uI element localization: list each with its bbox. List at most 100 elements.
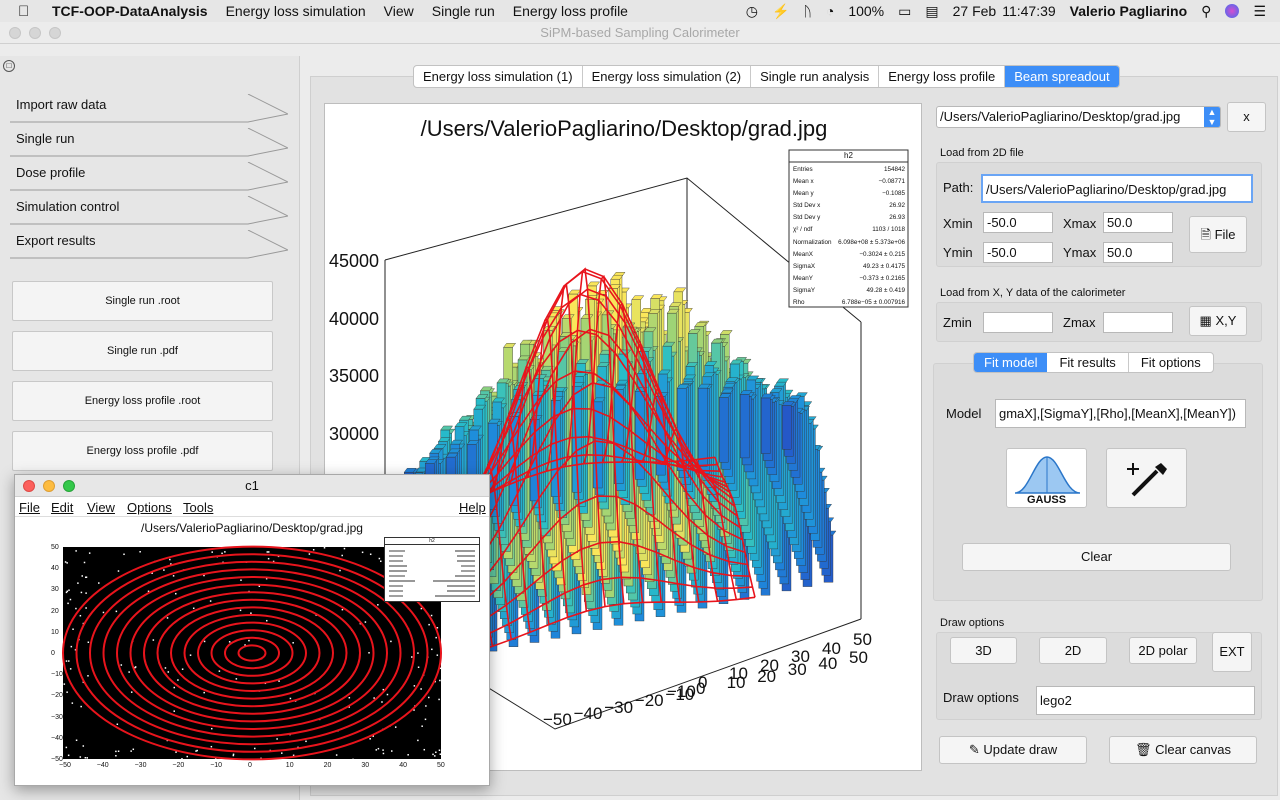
ext-button[interactable]: EXT <box>1212 632 1252 672</box>
contour-speck <box>85 757 87 759</box>
c1-menu-options[interactable]: Options <box>127 500 172 515</box>
stats-row-value: 154842 <box>884 164 905 176</box>
c1-x-tick: 50 <box>437 762 445 769</box>
clear-canvas-button[interactable]: 🗑 Clear canvas <box>1109 736 1257 764</box>
model-input[interactable]: gmaX],[SigmaY],[Rho],[MeanX],[MeanY]) <box>995 399 1246 428</box>
bluetooth-icon[interactable]: ᚢ <box>803 3 811 19</box>
ymin-input[interactable]: -50.0 <box>983 242 1053 263</box>
zmin-input[interactable] <box>983 312 1053 333</box>
c1-menu-tools[interactable]: Tools <box>183 500 213 515</box>
contour-speck <box>309 553 311 555</box>
file-select[interactable]: /Users/ValerioPagliarino/Desktop/grad.jp… <box>936 106 1221 128</box>
zmax-input[interactable] <box>1103 312 1173 333</box>
nav-export-results[interactable]: Export results <box>10 230 288 260</box>
c1-window[interactable]: c1 File Edit View Options Tools Help /Us… <box>14 474 490 786</box>
nav-import-raw-data[interactable]: Import raw data <box>10 94 288 124</box>
zmax-label: Zmax <box>1063 315 1096 330</box>
tab-energy-loss-profile[interactable]: Energy loss profile <box>879 66 1005 87</box>
minimize-window-button[interactable] <box>29 27 41 39</box>
c1-menu-view[interactable]: View <box>87 500 115 515</box>
tab-fit-options[interactable]: Fit options <box>1129 353 1213 372</box>
close-window-button[interactable] <box>9 27 21 39</box>
contour-speck <box>281 752 283 754</box>
stats-row-value: −0.08771 <box>879 176 905 188</box>
file-button[interactable]: 🗎 File <box>1189 216 1247 253</box>
battery-percent[interactable]: 100% <box>848 3 884 19</box>
contour-speck <box>236 678 238 680</box>
close-file-button[interactable]: x <box>1227 102 1266 132</box>
stats-row-value: 6.098e+08 ± 5.373e+06 <box>838 237 905 249</box>
tab-fit-results[interactable]: Fit results <box>1047 353 1128 372</box>
formula-editor-button[interactable] <box>1106 448 1187 508</box>
contour-speck <box>438 699 440 701</box>
tab-beam-spreadout[interactable]: Beam spreadout <box>1005 66 1118 87</box>
user-name[interactable]: Valerio Pagliarino <box>1070 3 1188 19</box>
xmax-input[interactable]: 50.0 <box>1103 212 1173 233</box>
contour-speck <box>177 679 179 681</box>
contour-speck <box>381 701 383 703</box>
contour-speck <box>377 604 379 606</box>
app-menu[interactable]: TCF-OOP-DataAnalysis <box>52 3 208 19</box>
menu-energy-loss-simulation[interactable]: Energy loss simulation <box>226 3 366 19</box>
export-single-run-root-button[interactable]: Single run .root <box>12 281 273 321</box>
export-energy-loss-profile-pdf-button[interactable]: Energy loss profile .pdf <box>12 431 273 471</box>
battery-icon[interactable]: ▭ <box>898 3 911 20</box>
contour-speck <box>153 639 155 641</box>
contour-speck <box>378 748 380 750</box>
menu-energy-loss-profile[interactable]: Energy loss profile <box>513 3 628 19</box>
notification-center-icon[interactable]: ☰ <box>1253 3 1266 20</box>
stats-row-label: Normalization <box>793 237 832 249</box>
nav-dose-profile[interactable]: Dose profile <box>10 162 288 192</box>
c1-menu-file[interactable]: File <box>19 500 40 515</box>
xy-button[interactable]: ▦ X,Y <box>1189 306 1247 336</box>
nav-single-run[interactable]: Single run <box>10 128 288 158</box>
draw-options-input[interactable]: lego2 <box>1036 686 1255 715</box>
contour-speck <box>139 551 141 553</box>
y-tick: 10 <box>729 664 748 684</box>
export-single-run-pdf-button[interactable]: Single run .pdf <box>12 331 273 371</box>
draw-2d-polar-button[interactable]: 2D polar <box>1129 637 1197 664</box>
c1-minimize-button[interactable] <box>43 480 55 492</box>
draw-2d-button[interactable]: 2D <box>1039 637 1107 664</box>
contour-speck <box>81 592 83 594</box>
c1-menu-edit[interactable]: Edit <box>51 500 73 515</box>
contour-speck <box>72 628 74 630</box>
gauss-button[interactable]: GAUSS <box>1006 448 1087 508</box>
time-machine-icon[interactable]: ◷ <box>746 3 758 20</box>
c1-zoom-button[interactable] <box>63 480 75 492</box>
lego-bar-top <box>588 282 600 286</box>
calendar-icon[interactable]: ▤ <box>925 3 938 20</box>
tab-single-run-analysis[interactable]: Single run analysis <box>751 66 879 87</box>
tab-fit-model[interactable]: Fit model <box>974 353 1047 372</box>
ymax-input[interactable]: 50.0 <box>1103 242 1173 263</box>
c1-title-bar[interactable]: c1 <box>15 475 489 497</box>
spotlight-icon[interactable]: ⚲ <box>1201 3 1211 20</box>
path-input[interactable]: /Users/ValerioPagliarino/Desktop/grad.jp… <box>981 174 1253 203</box>
apple-icon[interactable]:  <box>18 3 40 20</box>
stats-row-value: 26.92 <box>889 200 905 212</box>
update-draw-button[interactable]: ✎ Update draw <box>939 736 1087 764</box>
menu-single-run[interactable]: Single run <box>432 3 495 19</box>
c1-menu-help[interactable]: Help <box>459 500 486 515</box>
menu-bar:  TCF-OOP-DataAnalysis Energy loss simul… <box>0 0 1280 22</box>
wifi-icon[interactable]: ◔ <box>826 3 834 19</box>
date[interactable]: 27 Feb <box>953 3 997 19</box>
power-icon[interactable]: ⚡ <box>772 3 789 20</box>
export-energy-loss-profile-root-button[interactable]: Energy loss profile .root <box>12 381 273 421</box>
nav-simulation-control[interactable]: Simulation control <box>10 196 288 226</box>
tab-energy-loss-simulation-1[interactable]: Energy loss simulation (1) <box>414 66 583 87</box>
clear-button[interactable]: Clear <box>962 543 1231 571</box>
c1-close-button[interactable] <box>23 480 35 492</box>
zoom-window-button[interactable] <box>49 27 61 39</box>
clock[interactable]: 11:47:39 <box>1002 3 1055 19</box>
draw-3d-button[interactable]: 3D <box>950 637 1017 664</box>
contour-speck <box>64 683 66 685</box>
contour-speck <box>373 697 375 699</box>
menu-view[interactable]: View <box>384 3 414 19</box>
tab-energy-loss-simulation-2[interactable]: Energy loss simulation (2) <box>583 66 752 87</box>
siri-icon[interactable] <box>1225 4 1239 18</box>
stats-row: MeanX −0.3024 ± 0.215 <box>793 249 905 261</box>
contour-speck <box>175 751 177 753</box>
xmin-input[interactable]: -50.0 <box>983 212 1053 233</box>
restore-icon[interactable]: □ <box>3 60 15 72</box>
